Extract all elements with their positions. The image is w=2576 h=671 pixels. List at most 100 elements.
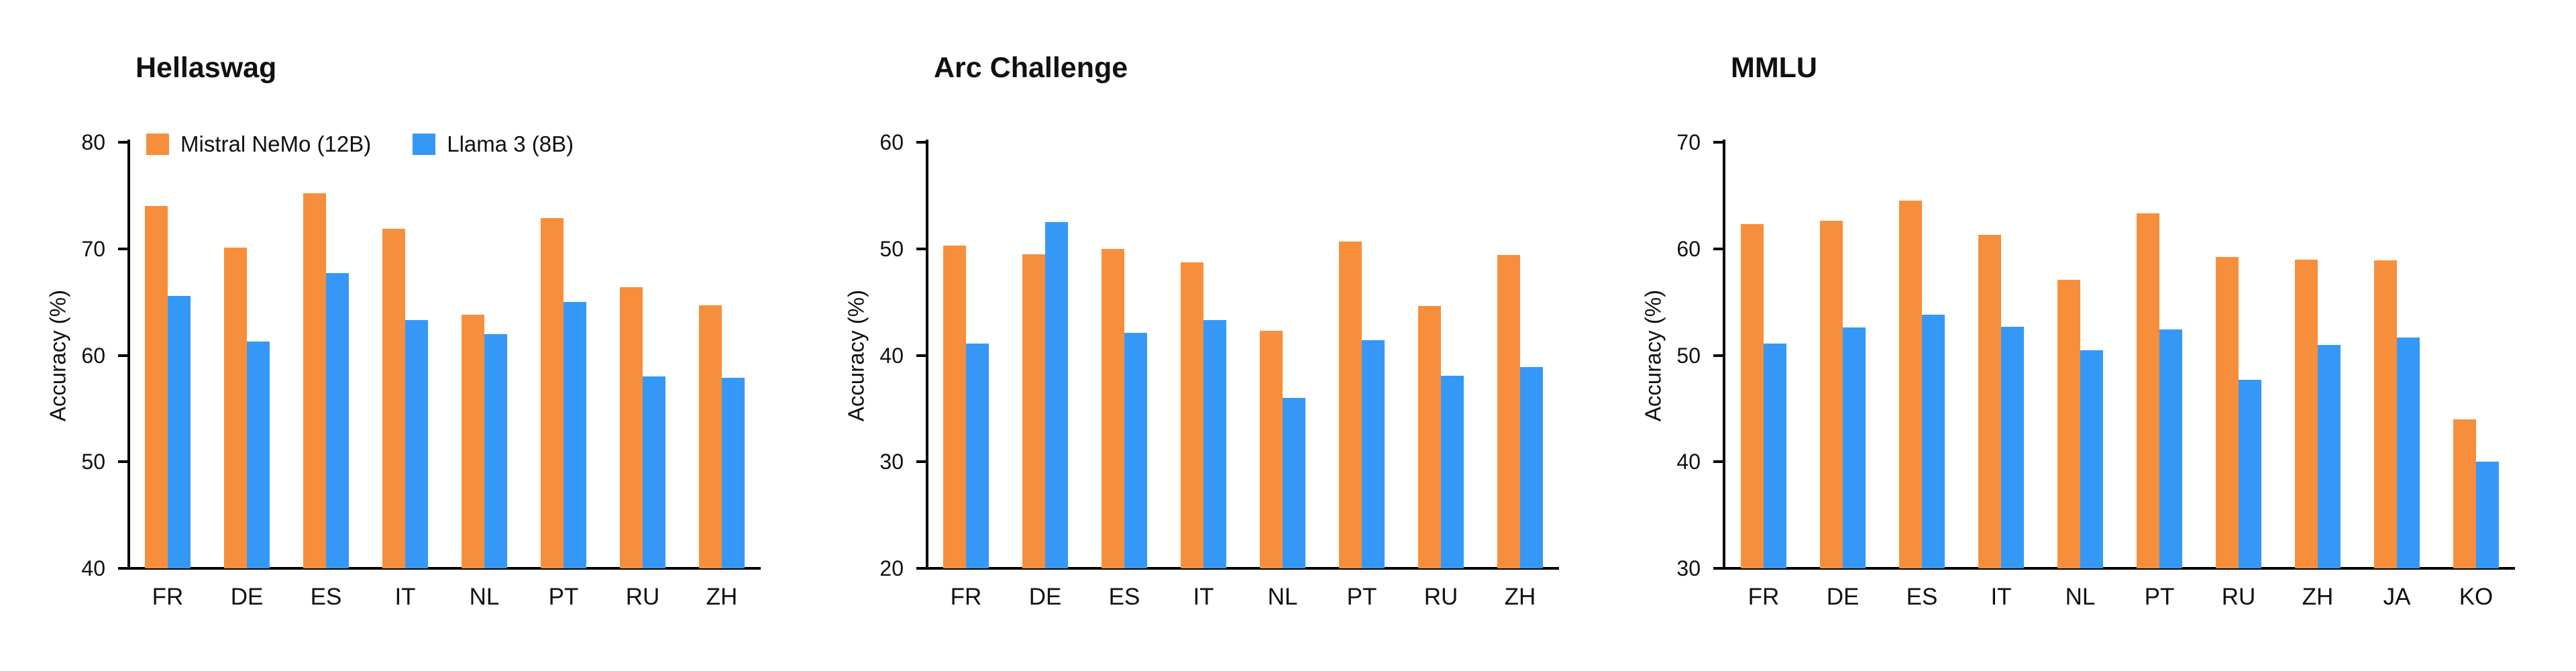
bar-mistral-nemo-12b-nl — [2057, 279, 2080, 568]
y-tick-mark — [1713, 354, 1723, 357]
bar-llama-3-8b-nl — [484, 333, 507, 568]
mistral-nemo-12b-swatch-icon — [146, 133, 169, 155]
x-tick-label-zh: ZH — [2302, 584, 2334, 610]
bar-mistral-nemo-12b-de — [1022, 254, 1045, 568]
bar-llama-3-8b-pt — [2159, 329, 2182, 568]
y-tick-label: 60 — [81, 343, 105, 368]
bar-mistral-nemo-12b-ru — [620, 287, 643, 568]
x-tick-label-ru: RU — [1424, 584, 1458, 610]
y-axis-line — [1723, 140, 1725, 570]
legend-item-mistral-nemo-12b: Mistral NeMo (12B) — [146, 133, 413, 155]
legend-item-llama-3-8b: Llama 3 (8B) — [413, 133, 615, 155]
chart-title-hellaswag: Hellaswag — [136, 52, 277, 84]
bar-llama-3-8b-ko — [2476, 462, 2499, 568]
y-tick-label: 70 — [81, 236, 105, 261]
bar-mistral-nemo-12b-es — [1102, 248, 1124, 568]
bar-llama-3-8b-nl — [1283, 398, 1305, 568]
x-tick-label-de: DE — [1028, 584, 1062, 610]
bar-llama-3-8b-de — [1843, 327, 1866, 568]
bar-mistral-nemo-12b-de — [1820, 221, 1843, 568]
x-tick-label-de: DE — [1826, 584, 1860, 610]
x-tick-label-it: IT — [394, 584, 416, 610]
x-tick-label-pt: PT — [1346, 584, 1377, 610]
y-tick-mark — [1713, 567, 1723, 570]
bar-llama-3-8b-zh — [722, 377, 745, 568]
bar-llama-3-8b-fr — [1764, 344, 1786, 568]
llama-3-8b-swatch-icon — [413, 133, 436, 155]
bar-llama-3-8b-it — [1203, 320, 1226, 568]
bar-mistral-nemo-12b-fr — [1741, 224, 1764, 568]
bar-mistral-nemo-12b-zh — [1497, 255, 1520, 568]
y-tick-mark — [1713, 460, 1723, 464]
bar-llama-3-8b-de — [247, 341, 270, 568]
bar-llama-3-8b-pt — [564, 302, 586, 568]
bar-mistral-nemo-12b-it — [382, 228, 405, 568]
bar-mistral-nemo-12b-zh — [2295, 259, 2318, 568]
bar-llama-3-8b-ru — [1441, 375, 1464, 568]
x-tick-label-es: ES — [310, 584, 342, 610]
x-tick-label-fr: FR — [152, 584, 184, 610]
x-axis-line — [926, 567, 1559, 570]
bar-mistral-nemo-12b-es — [1899, 201, 1922, 568]
x-tick-label-pt: PT — [2144, 584, 2175, 610]
y-tick-mark — [916, 460, 926, 464]
bar-mistral-nemo-12b-pt — [2137, 213, 2159, 568]
x-tick-label-ru: RU — [625, 584, 660, 610]
bar-mistral-nemo-12b-fr — [943, 245, 966, 568]
y-tick-mark — [916, 247, 926, 250]
bar-mistral-nemo-12b-zh — [699, 305, 722, 568]
bar-llama-3-8b-fr — [966, 344, 989, 568]
y-tick-label: 20 — [879, 556, 904, 580]
y-tick-label: 50 — [81, 450, 105, 474]
bar-llama-3-8b-zh — [2318, 344, 2341, 568]
x-tick-label-es: ES — [1108, 584, 1140, 610]
bar-mistral-nemo-12b-it — [1181, 262, 1203, 568]
y-tick-label: 40 — [879, 343, 904, 368]
bar-llama-3-8b-fr — [168, 295, 191, 568]
bar-llama-3-8b-nl — [2080, 350, 2103, 568]
bar-mistral-nemo-12b-pt — [1339, 241, 1362, 568]
bar-mistral-nemo-12b-es — [303, 193, 326, 568]
bar-llama-3-8b-es — [1124, 333, 1147, 568]
y-tick-mark — [118, 141, 127, 144]
bar-llama-3-8b-es — [326, 273, 349, 568]
y-tick-label: 60 — [1676, 236, 1701, 261]
y-tick-label: 70 — [1676, 130, 1701, 154]
bar-mistral-nemo-12b-ru — [2216, 257, 2239, 568]
bar-mistral-nemo-12b-fr — [145, 206, 168, 568]
x-tick-label-fr: FR — [1748, 584, 1780, 610]
x-tick-label-zh: ZH — [1504, 584, 1536, 610]
x-tick-label-ru: RU — [2221, 584, 2256, 610]
x-tick-label-it: IT — [1990, 584, 2012, 610]
x-tick-label-it: IT — [1193, 584, 1214, 610]
y-tick-label: 40 — [81, 556, 105, 580]
x-tick-label-ja: JA — [2383, 584, 2411, 610]
y-tick-label: 30 — [879, 450, 904, 474]
y-tick-mark — [916, 141, 926, 144]
y-tick-mark — [916, 354, 926, 357]
x-axis-line — [127, 567, 761, 570]
x-tick-label-nl: NL — [1267, 584, 1298, 610]
bar-mistral-nemo-12b-ru — [1418, 306, 1441, 568]
bar-mistral-nemo-12b-nl — [462, 315, 484, 568]
x-tick-label-zh: ZH — [706, 584, 738, 610]
y-tick-label: 30 — [1676, 556, 1701, 580]
y-tick-mark — [118, 247, 127, 250]
bar-llama-3-8b-zh — [1520, 366, 1543, 568]
y-tick-label: 40 — [1676, 450, 1701, 474]
bar-llama-3-8b-pt — [1362, 340, 1385, 568]
y-tick-mark — [916, 567, 926, 570]
x-tick-label-de: DE — [230, 584, 264, 610]
bar-llama-3-8b-it — [2001, 326, 2024, 568]
y-tick-label: 80 — [81, 130, 105, 154]
x-tick-label-es: ES — [1906, 584, 1938, 610]
bar-mistral-nemo-12b-it — [1978, 235, 2001, 568]
x-tick-label-pt: PT — [548, 584, 579, 610]
x-axis-line — [1723, 567, 2515, 570]
y-tick-mark — [1713, 141, 1723, 144]
y-tick-mark — [1713, 247, 1723, 250]
